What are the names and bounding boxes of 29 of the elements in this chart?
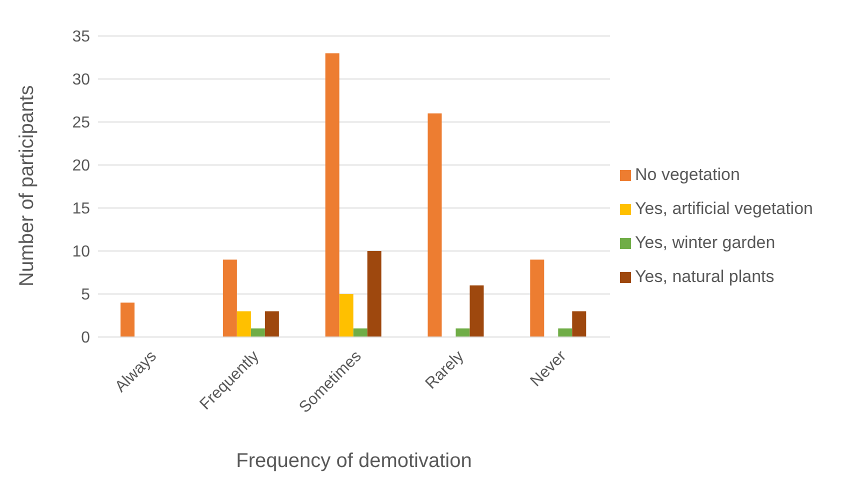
y-axis-title: Number of participants: [16, 85, 38, 286]
bar: [120, 302, 135, 337]
bar: [428, 113, 442, 337]
legend-label: Yes, natural plants: [635, 267, 774, 286]
y-tick-label: 5: [81, 286, 90, 304]
legend-label: No vegetation: [635, 165, 740, 184]
y-tick-label: 10: [72, 244, 90, 261]
bar: [353, 328, 368, 337]
bar: [264, 311, 279, 337]
bar: [236, 311, 251, 337]
bar: [367, 251, 382, 337]
bar: [530, 260, 544, 337]
y-tick-label: 15: [72, 200, 90, 218]
bar: [325, 53, 340, 337]
bar: [456, 328, 470, 337]
y-tick-label: 30: [72, 72, 90, 89]
y-tick-label: 25: [72, 114, 90, 132]
y-tick-label: 0: [81, 330, 90, 347]
legend-label: Yes, winter garden: [635, 233, 776, 252]
legend-label: Yes, artificial vegetation: [635, 199, 813, 218]
y-tick-label: 35: [72, 28, 90, 46]
bar: [572, 311, 586, 337]
bar: [558, 328, 572, 337]
x-axis-title: Frequency of demotivation: [236, 450, 472, 472]
bar: [470, 285, 484, 337]
bar: [250, 328, 265, 337]
bar: [222, 260, 237, 337]
y-tick-label: 20: [72, 158, 90, 175]
bar: [339, 294, 354, 337]
